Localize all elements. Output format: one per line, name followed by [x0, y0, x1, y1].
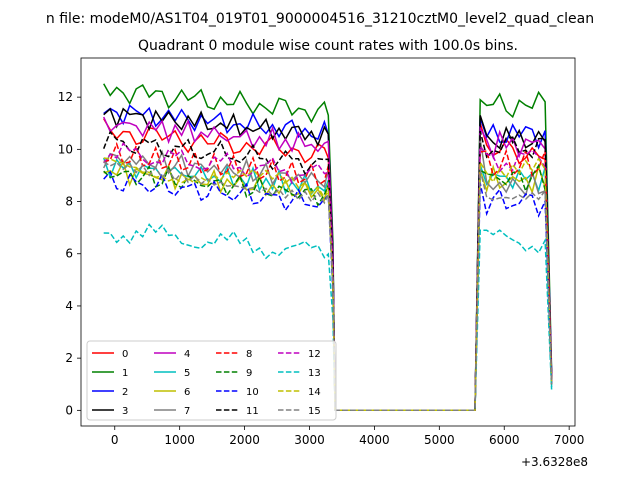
- legend-label: 3: [122, 406, 128, 417]
- legend-label: 9: [246, 368, 252, 379]
- series-line-2: [103, 104, 553, 412]
- series-line-0: [103, 118, 553, 412]
- legend-label: 14: [308, 387, 321, 398]
- legend-label: 0: [122, 349, 128, 360]
- legend-label: 5: [184, 368, 190, 379]
- series-line-3: [103, 107, 553, 412]
- x-tick-label: 5000: [424, 433, 455, 447]
- legend-label: 10: [246, 387, 259, 398]
- legend-box: [86, 340, 337, 421]
- legend-label: 6: [184, 387, 190, 398]
- legend-label: 12: [308, 349, 321, 360]
- plot-frame: [80, 57, 576, 427]
- series-line-13: [103, 223, 553, 412]
- series-layer: [102, 83, 553, 412]
- legend-label: 8: [246, 349, 252, 360]
- x-tick-label: 4000: [359, 433, 390, 447]
- series-line-4: [103, 116, 553, 412]
- series-line-14: [103, 157, 553, 412]
- x-tick-label: 7000: [554, 433, 585, 447]
- chart-suptitle: n file: modeM0/AS1T04_019T01_9000004516_…: [46, 11, 594, 27]
- x-tick-label: 2000: [229, 433, 260, 447]
- y-tick-label: 6: [65, 247, 73, 261]
- legend-label: 11: [246, 406, 259, 417]
- chart-title: Quadrant 0 module wise count rates with …: [138, 38, 518, 54]
- series-line-11: [103, 130, 553, 412]
- x-offset-label: +3.6328e8: [521, 455, 588, 469]
- series-line-10: [103, 170, 553, 412]
- y-tick-label: 2: [65, 351, 73, 365]
- legend-label: 15: [308, 406, 321, 417]
- y-axis: 0 2 4 6 8 10 12: [58, 90, 81, 417]
- legend-label: 2: [122, 387, 128, 398]
- series-line-6: [103, 159, 553, 412]
- y-tick-label: 0: [65, 403, 73, 417]
- y-tick-label: 10: [58, 142, 73, 156]
- y-tick-label: 4: [65, 299, 73, 313]
- legend-label: 1: [122, 368, 128, 379]
- series-line-8: [103, 141, 553, 412]
- legend-label: 4: [184, 349, 190, 360]
- x-tick-label: 3000: [294, 433, 325, 447]
- legend-label: 7: [184, 406, 190, 417]
- series-line-9: [103, 163, 553, 412]
- legend-label: 13: [308, 368, 321, 379]
- x-axis: 0 1000 2000 3000 4000 5000 6000 7000: [111, 426, 584, 447]
- series-line-1: [103, 83, 553, 412]
- y-tick-label: 12: [58, 90, 73, 104]
- series-line-12: [103, 142, 553, 412]
- series-line-15: [103, 161, 553, 412]
- x-tick-label: 6000: [489, 433, 520, 447]
- y-tick-label: 8: [65, 195, 73, 209]
- x-tick-label: 1000: [164, 433, 195, 447]
- x-tick-label: 0: [111, 433, 119, 447]
